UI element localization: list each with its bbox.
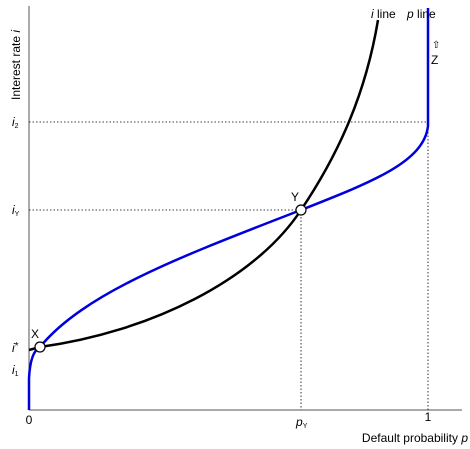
tick-base: p — [295, 415, 303, 429]
guides — [29, 121, 429, 410]
x-axis-label: Default probability p — [362, 431, 468, 445]
tick-sub: 2 — [15, 123, 19, 130]
shift-label: Z — [431, 53, 438, 67]
x-tick-label: 0 — [26, 413, 33, 427]
i-curve — [28, 19, 380, 352]
tick-base: i — [12, 341, 15, 355]
label-text: line — [414, 7, 436, 21]
y-axis-label: Interest rate i — [9, 30, 23, 100]
y-tick-label: i2 — [12, 115, 19, 130]
point-x — [34, 341, 46, 353]
label-text: Interest rate — [9, 33, 23, 100]
point-y — [295, 204, 307, 216]
label-text: Default probability — [362, 431, 461, 445]
shift-arrow: ⇧ — [432, 40, 440, 51]
point-label: Y — [291, 190, 299, 204]
tick-base: i — [12, 203, 15, 217]
label-var: i — [9, 30, 23, 33]
tick-sub: 1 — [15, 371, 19, 378]
p-line-label: p line — [406, 7, 436, 21]
p-curve — [27, 8, 430, 410]
x-tick-label: pY — [295, 415, 308, 430]
x-tick-label: 1 — [425, 410, 432, 424]
y-tick-label: iY — [12, 203, 20, 218]
tick-base: i — [12, 363, 15, 377]
label-var: p — [460, 431, 468, 445]
y-tick-label: i1 — [12, 363, 19, 378]
tick-base: i — [12, 115, 15, 129]
tick-sub: Y — [303, 423, 308, 430]
label-var: p — [406, 7, 414, 21]
tick-sub: * — [15, 341, 19, 352]
point-label: X — [31, 327, 39, 341]
label-var: i — [371, 7, 374, 21]
label-text: line — [374, 7, 396, 21]
y-tick-label: i* — [12, 341, 19, 355]
i-line-label: i line — [371, 7, 396, 21]
tick-sub: Y — [15, 211, 20, 218]
